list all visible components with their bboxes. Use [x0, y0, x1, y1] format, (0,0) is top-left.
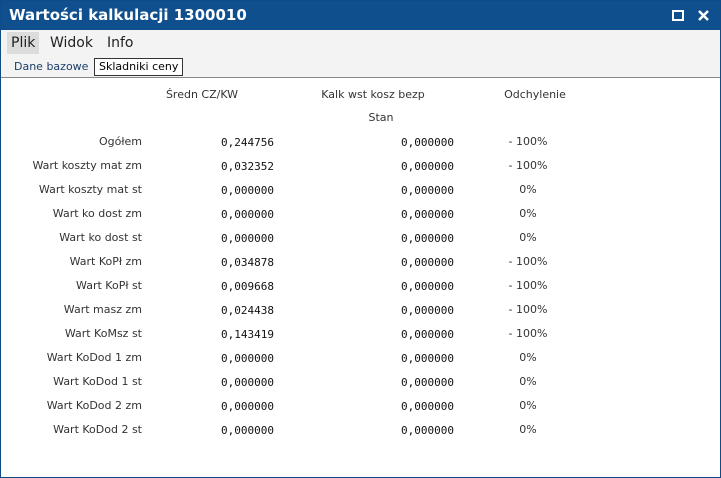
cell-value: 0,000000: [401, 256, 454, 269]
close-button[interactable]: [698, 10, 709, 21]
cell-value: 0,000000: [401, 280, 454, 293]
cell-deviation: 0%: [519, 207, 537, 220]
row-label: Wart ko dost st: [59, 231, 142, 244]
cell-deviation: 0%: [519, 399, 537, 412]
row-label: Wart masz zm: [63, 303, 142, 316]
row-label: Wart koszty mat st: [38, 183, 142, 196]
menu-bar: Plik Widok Info: [1, 30, 720, 57]
column-header: Odchylenie: [504, 88, 566, 101]
cell-value: 0,000000: [221, 424, 274, 437]
menu-item[interactable]: Widok: [50, 35, 93, 51]
cell-value: 0,000000: [221, 232, 274, 245]
cell-value: 0,000000: [401, 328, 454, 341]
row-label: Wart KoPł st: [76, 279, 142, 292]
cell-deviation: - 100%: [508, 135, 548, 148]
column-header: Średn CZ/KW: [165, 88, 239, 101]
cell-deviation: - 100%: [508, 303, 548, 316]
cell-value: 0,000000: [221, 184, 274, 197]
column-header: Kalk wst kosz bezp: [321, 88, 425, 101]
cell-deviation: - 100%: [508, 255, 548, 268]
cell-value: 0,009668: [221, 280, 274, 293]
cell-value: 0,000000: [401, 376, 454, 389]
cell-value: 0,000000: [221, 400, 274, 413]
cell-value: 0,032352: [221, 160, 274, 173]
menu-item[interactable]: Plik: [7, 32, 40, 54]
cell-deviation: 0%: [519, 183, 537, 196]
menu-item[interactable]: Info: [107, 35, 134, 51]
cell-value: 0,244756: [221, 136, 274, 149]
cell-value: 0,000000: [401, 136, 454, 149]
row-label: Wart KoDod 1 zm: [46, 351, 142, 364]
cell-value: 0,000000: [221, 376, 274, 389]
row-label: Wart KoDod 2 st: [53, 423, 142, 436]
cell-deviation: 0%: [519, 375, 537, 388]
cell-deviation: - 100%: [508, 279, 548, 292]
maximize-button[interactable]: [672, 10, 684, 21]
title-bar: Wartości kalkulacji 1300010: [1, 1, 720, 30]
row-label: Wart KoDod 2 zm: [46, 399, 142, 412]
cell-value: 0,000000: [401, 400, 454, 413]
cell-value: 0,000000: [401, 232, 454, 245]
cell-value: 0,000000: [401, 424, 454, 437]
cell-value: 0,024438: [221, 304, 274, 317]
cell-value: 0,000000: [401, 208, 454, 221]
cell-value: 0,143419: [221, 328, 274, 341]
row-label: Wart KoPł zm: [69, 255, 142, 268]
tab-bar: Dane bazowe Skladniki ceny: [1, 57, 720, 78]
cell-deviation: 0%: [519, 231, 537, 244]
window-title: Wartości kalkulacji 1300010: [9, 6, 247, 24]
row-label: Wart koszty mat zm: [32, 159, 142, 172]
tab[interactable]: Dane bazowe: [14, 60, 89, 73]
row-label: Wart ko dost zm: [52, 207, 142, 220]
cell-deviation: - 100%: [508, 327, 548, 340]
cell-deviation: 0%: [519, 351, 537, 364]
content-panel: Średn CZ/KW Kalk wst kosz bezp Odchylenie S…: [1, 78, 720, 477]
cell-value: 0,000000: [221, 208, 274, 221]
row-label: Wart KoMsz st: [64, 327, 142, 340]
cell-deviation: - 100%: [508, 159, 548, 172]
cell-value: 0,000000: [221, 352, 274, 365]
column-subheader: Stan: [368, 111, 394, 124]
cell-value: 0,000000: [401, 304, 454, 317]
tab-active[interactable]: Skladniki ceny: [94, 58, 184, 76]
cell-value: 0,000000: [401, 160, 454, 173]
cell-value: 0,000000: [401, 184, 454, 197]
window-controls[interactable]: [669, 6, 719, 26]
cell-deviation: 0%: [519, 423, 537, 436]
row-label: Ogółem: [99, 135, 142, 148]
cell-value: 0,034878: [221, 256, 274, 269]
row-label: Wart KoDod 1 st: [53, 375, 142, 388]
cell-value: 0,000000: [401, 352, 454, 365]
